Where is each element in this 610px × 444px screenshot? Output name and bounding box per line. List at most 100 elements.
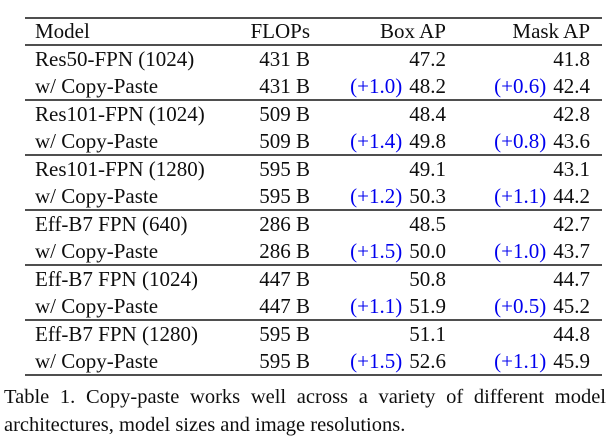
mask-ap-cell: 41.8	[446, 46, 590, 73]
mask-ap-cell-delta: (+1.1)	[494, 348, 547, 373]
box-ap-cell-value: 48.5	[409, 212, 446, 236]
mask-ap-cell-value: 44.7	[553, 267, 590, 291]
mask-ap-cell: (+1.1) 45.9	[446, 348, 590, 375]
mask-ap-cell-value: 42.7	[553, 212, 590, 236]
mask-ap-cell-delta: (+0.5)	[494, 293, 547, 318]
model-cell: Eff-B7 FPN (1024)	[35, 267, 198, 291]
model-group: Eff-B7 FPN (640) 286 B 48.5 42.7 w/ Copy-Pas…	[25, 211, 602, 266]
mask-ap-cell-delta: (+0.6)	[494, 73, 547, 98]
box-ap-cell: 49.1	[310, 156, 446, 183]
mask-ap-cell: 42.7	[446, 211, 590, 238]
model-cell: w/ Copy-Paste	[35, 348, 159, 373]
mask-ap-cell: (+1.0) 43.7	[446, 238, 590, 265]
table-row: Eff-B7 FPN (640) 286 B 48.5 42.7	[25, 211, 602, 238]
mask-ap-cell-delta: (+0.8)	[494, 128, 547, 153]
box-ap-cell-delta: (+1.5)	[350, 238, 403, 263]
mask-ap-cell-value: 45.9	[553, 348, 590, 373]
model-cell: Eff-B7 FPN (1280)	[35, 322, 198, 346]
results-table: Model FLOPs Box AP Mask AP Res50-FPN (1024)…	[25, 17, 602, 376]
flops-cell: 447 B	[259, 293, 310, 318]
box-ap-cell-value: 51.1	[409, 322, 446, 346]
table-row: w/ Copy-Paste 447 B (+1.1) 51.9 (+0.5) 45.2	[25, 293, 602, 320]
box-ap-cell-value: 51.9	[409, 293, 446, 318]
mask-ap-cell: 42.8	[446, 101, 590, 128]
table-header-row: Model FLOPs Box AP Mask AP	[25, 19, 602, 46]
box-ap-cell-delta: (+1.5)	[350, 348, 403, 373]
box-ap-cell-value: 50.0	[409, 238, 446, 263]
mask-ap-cell: 44.8	[446, 321, 590, 348]
model-group: Eff-B7 FPN (1280) 595 B 51.1 44.8 w/ Copy-Pa…	[25, 321, 602, 374]
mask-ap-cell-value: 45.2	[553, 293, 590, 318]
model-group: Res101-FPN (1024) 509 B 48.4 42.8 w/ Copy-Pa…	[25, 101, 602, 156]
table-row: w/ Copy-Paste 286 B (+1.5) 50.0 (+1.0) 43.7	[25, 238, 602, 265]
box-ap-cell: 48.5	[310, 211, 446, 238]
table-caption-line: Table 1. Copy-paste works well across a …	[4, 386, 606, 408]
mask-ap-cell: 44.7	[446, 266, 590, 293]
table-row: w/ Copy-Paste 595 B (+1.2) 50.3 (+1.1) 44.2	[25, 183, 602, 210]
table-row: Res50-FPN (1024) 431 B 47.2 41.8	[25, 46, 602, 73]
flops-cell: 595 B	[259, 322, 310, 346]
table-body: Res50-FPN (1024) 431 B 47.2 41.8 w/ Copy-Pas…	[25, 46, 602, 374]
box-ap-cell-value: 52.6	[409, 348, 446, 373]
flops-cell: 509 B	[259, 128, 310, 153]
box-ap-cell: (+1.5) 50.0	[310, 238, 446, 265]
flops-cell: 286 B	[259, 212, 310, 236]
box-ap-cell-value: 50.3	[409, 183, 446, 208]
table-row: w/ Copy-Paste 595 B (+1.5) 52.6 (+1.1) 45.9	[25, 348, 602, 375]
box-ap-cell: 51.1	[310, 321, 446, 348]
mask-ap-cell: (+1.1) 44.2	[446, 183, 590, 210]
mask-ap-cell-delta: (+1.0)	[494, 238, 547, 263]
model-cell: w/ Copy-Paste	[35, 128, 159, 153]
table-row: Res101-FPN (1024) 509 B 48.4 42.8	[25, 101, 602, 128]
model-cell: Res101-FPN (1280)	[35, 157, 205, 181]
model-cell: w/ Copy-Paste	[35, 183, 159, 208]
mask-ap-cell: (+0.8) 43.6	[446, 128, 590, 155]
column-header-box-ap: Box AP	[380, 19, 446, 43]
model-cell: w/ Copy-Paste	[35, 73, 159, 98]
box-ap-cell-value: 47.2	[409, 47, 446, 71]
mask-ap-cell: (+0.6) 42.4	[446, 73, 590, 100]
box-ap-cell-value: 49.8	[409, 128, 446, 153]
box-ap-cell-delta: (+1.1)	[350, 293, 403, 318]
box-ap-cell: 50.8	[310, 266, 446, 293]
box-ap-cell-delta: (+1.4)	[350, 128, 403, 153]
box-ap-cell-delta: (+1.2)	[350, 183, 403, 208]
model-cell: w/ Copy-Paste	[35, 293, 159, 318]
mask-ap-cell-value: 44.2	[553, 183, 590, 208]
model-cell: w/ Copy-Paste	[35, 238, 159, 263]
box-ap-cell: 48.4	[310, 101, 446, 128]
column-header-mask-ap: Mask AP	[512, 19, 590, 43]
table-row: Res101-FPN (1280) 595 B 49.1 43.1	[25, 156, 602, 183]
flops-cell: 595 B	[259, 183, 310, 208]
box-ap-cell: (+1.2) 50.3	[310, 183, 446, 210]
mask-ap-cell-value: 43.1	[553, 157, 590, 181]
mask-ap-cell-value: 43.6	[553, 128, 590, 153]
box-ap-cell: (+1.0) 48.2	[310, 73, 446, 100]
model-group: Res50-FPN (1024) 431 B 47.2 41.8 w/ Copy-Pas…	[25, 46, 602, 101]
box-ap-cell-value: 48.2	[409, 73, 446, 98]
table-caption: Table 1. Copy-paste works well across a …	[4, 384, 606, 439]
box-ap-cell-value: 48.4	[409, 102, 446, 126]
flops-cell: 447 B	[259, 267, 310, 291]
model-cell: Eff-B7 FPN (640)	[35, 212, 188, 236]
mask-ap-cell-value: 42.4	[553, 73, 590, 98]
mask-ap-cell-value: 43.7	[553, 238, 590, 263]
table-row: Eff-B7 FPN (1024) 447 B 50.8 44.7	[25, 266, 602, 293]
box-ap-cell: (+1.4) 49.8	[310, 128, 446, 155]
model-cell: Res101-FPN (1024)	[35, 102, 205, 126]
box-ap-cell-delta: (+1.0)	[350, 73, 403, 98]
table-caption-line: architectures, model sizes and image res…	[4, 413, 406, 436]
column-header-flops: FLOPs	[250, 19, 310, 43]
model-cell: Res50-FPN (1024)	[35, 47, 195, 71]
flops-cell: 595 B	[259, 157, 310, 181]
box-ap-cell: (+1.5) 52.6	[310, 348, 446, 375]
mask-ap-cell-value: 44.8	[553, 322, 590, 346]
flops-cell: 595 B	[259, 348, 310, 373]
box-ap-cell-value: 49.1	[409, 157, 446, 181]
table-row: w/ Copy-Paste 509 B (+1.4) 49.8 (+0.8) 43.6	[25, 128, 602, 155]
mask-ap-cell-value: 41.8	[553, 47, 590, 71]
table-row: Eff-B7 FPN (1280) 595 B 51.1 44.8	[25, 321, 602, 348]
box-ap-cell: (+1.1) 51.9	[310, 293, 446, 320]
box-ap-cell-value: 50.8	[409, 267, 446, 291]
